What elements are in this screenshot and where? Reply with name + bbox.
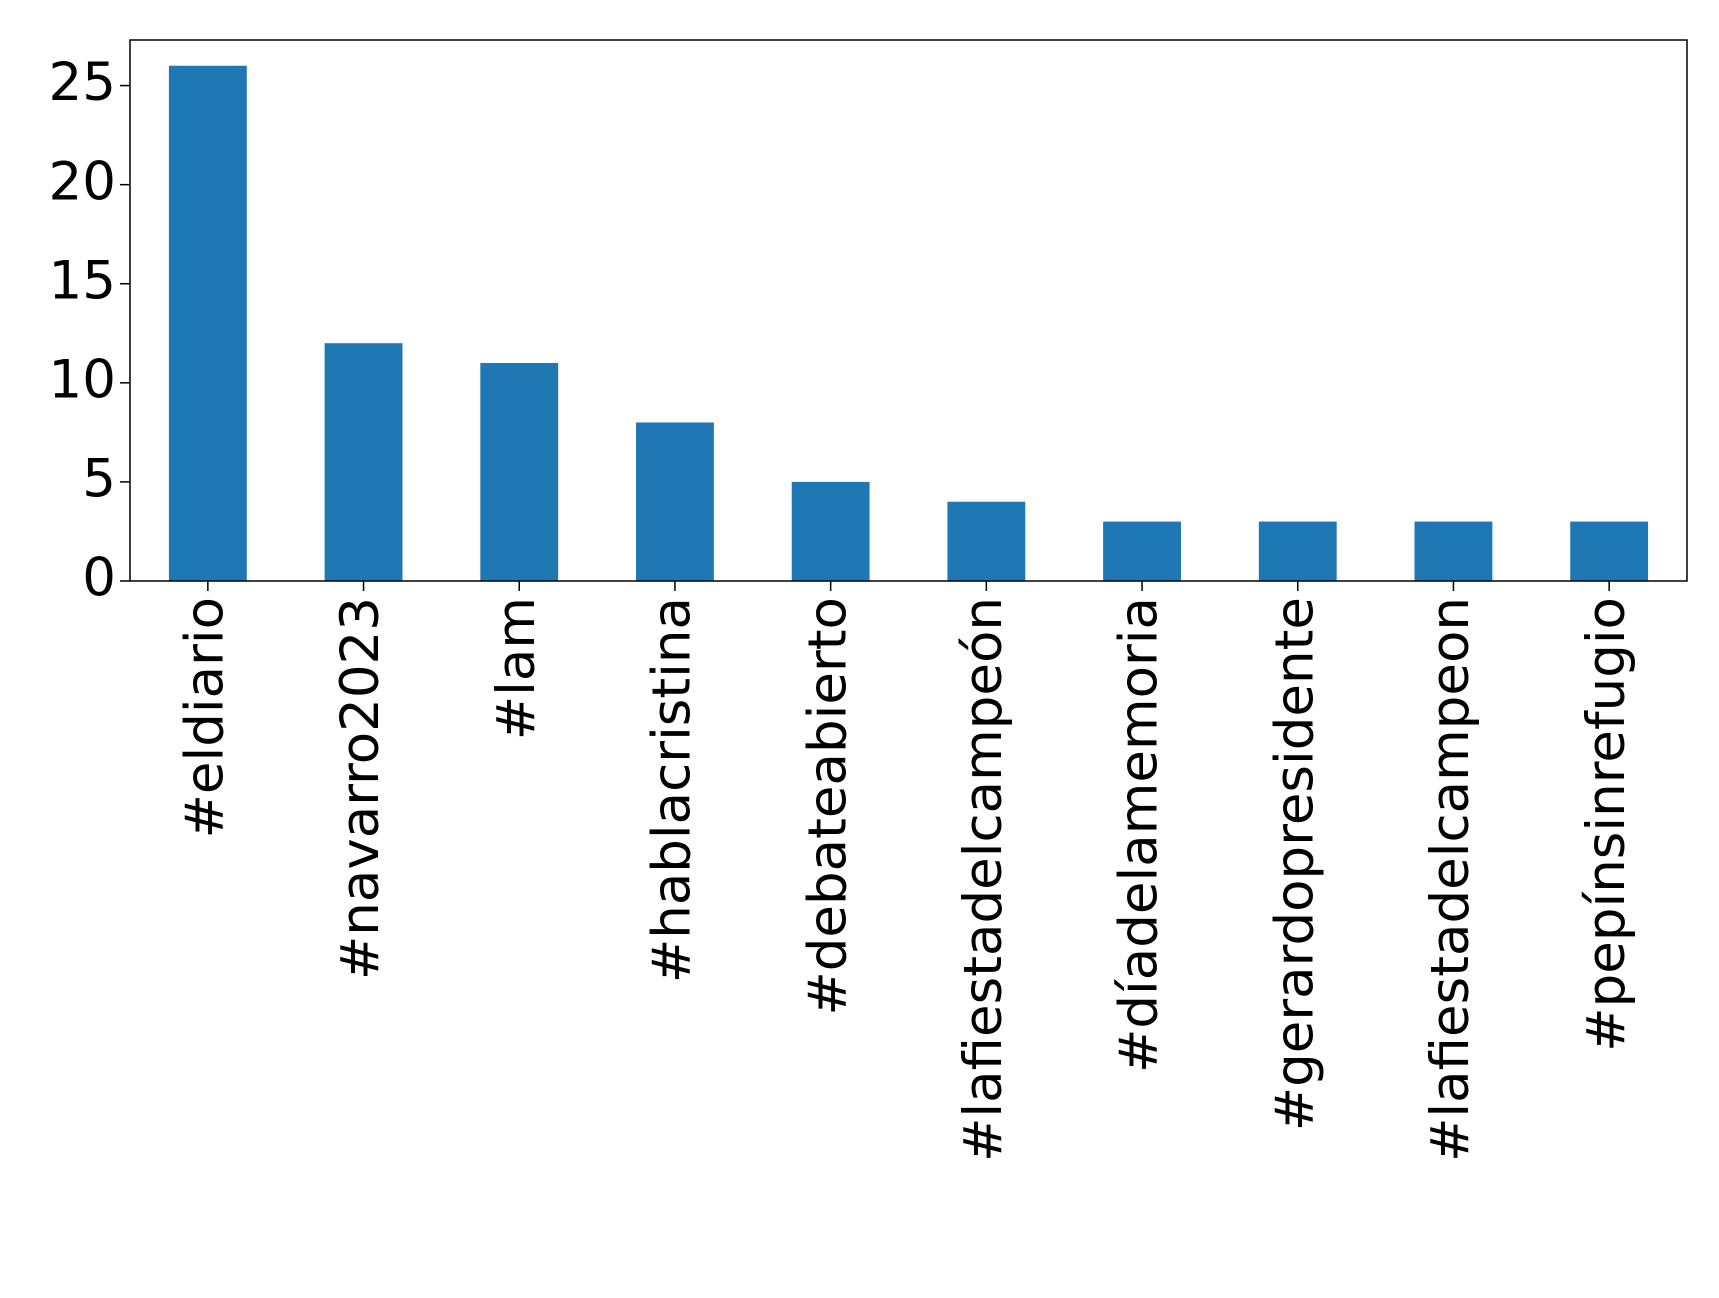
x-tick-label: #navarro2023 <box>330 597 391 980</box>
bar <box>1103 521 1181 581</box>
x-tick-label: #gerardopresidente <box>1264 597 1325 1131</box>
bar <box>1570 521 1649 581</box>
y-tick-label: 15 <box>49 250 116 311</box>
y-tick-label: 25 <box>49 52 116 113</box>
bar <box>168 65 247 581</box>
bar <box>1414 521 1493 581</box>
x-tick-label: #lafiestadelcampeon <box>1420 597 1481 1162</box>
x-tick-label: #lam <box>486 597 547 740</box>
bar <box>947 501 1026 581</box>
bar <box>480 363 559 581</box>
x-tick-label: #díadelamemoria <box>1109 597 1170 1073</box>
y-tick-label: 0 <box>82 548 116 609</box>
x-tick-label: #lafiestadelcampeón <box>953 597 1014 1162</box>
x-tick-label: #pepínsinrefugio <box>1576 597 1637 1052</box>
plot-frame <box>129 39 1688 582</box>
x-tick-label: #eldiario <box>174 597 235 839</box>
bar <box>636 422 714 581</box>
y-tick-label: 20 <box>49 151 116 212</box>
bar <box>791 481 870 581</box>
bar <box>1258 521 1337 581</box>
bar <box>324 343 403 581</box>
x-tick-label: #hablacristina <box>642 597 703 983</box>
y-tick-label: 5 <box>82 449 116 510</box>
y-tick-label: 10 <box>49 349 116 410</box>
x-tick-label: #debateabierto <box>797 597 858 1016</box>
